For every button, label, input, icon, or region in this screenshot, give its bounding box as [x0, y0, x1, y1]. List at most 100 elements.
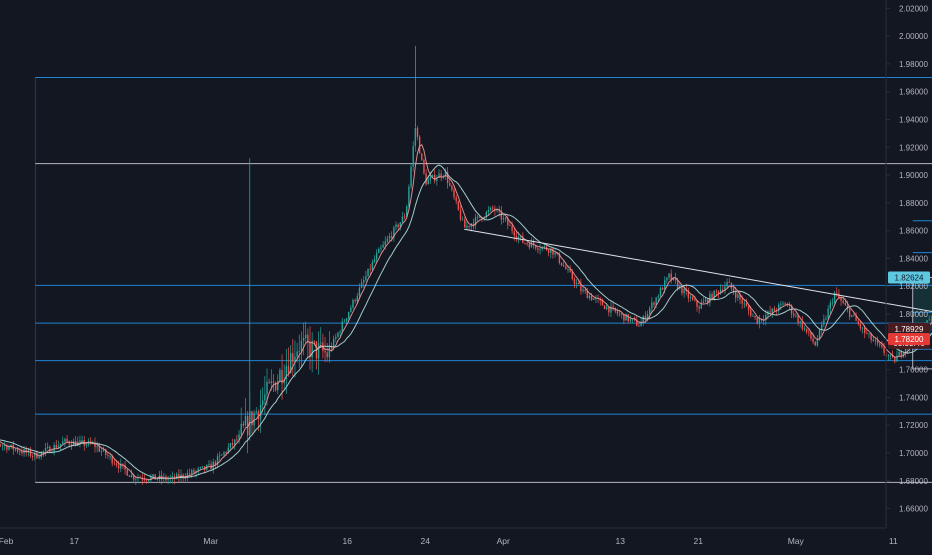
candle-body	[784, 303, 786, 305]
candle-body	[889, 355, 892, 356]
candle-body	[378, 248, 380, 254]
candle-body	[855, 315, 857, 321]
candle-body	[253, 412, 255, 426]
candle-body	[191, 470, 193, 475]
candle-body	[363, 280, 365, 283]
x-axis-tick-label: 13	[616, 536, 626, 546]
candle-body	[489, 207, 492, 211]
candle-body	[225, 452, 227, 453]
candle-body	[107, 454, 109, 457]
candle-body	[403, 216, 406, 218]
candle-body	[717, 291, 720, 294]
candle-body	[492, 207, 494, 209]
candle-body	[216, 456, 219, 465]
candle-body	[507, 219, 509, 226]
candle-body	[782, 303, 784, 305]
candle-body	[59, 443, 62, 446]
candle-body	[201, 466, 204, 468]
candle-body	[844, 302, 847, 306]
candle-body	[391, 236, 393, 238]
candle-body	[115, 463, 118, 466]
candle-body	[285, 366, 288, 379]
candle-body	[421, 153, 423, 160]
candle-body	[900, 351, 902, 356]
candle-body	[853, 315, 855, 316]
candle-body	[317, 343, 320, 359]
candle-body	[434, 174, 436, 181]
candle-body	[610, 306, 612, 313]
candle-body	[758, 318, 761, 324]
x-axis-tick-label: 21	[694, 536, 704, 546]
candle-body	[735, 292, 737, 298]
candle-body	[120, 463, 122, 469]
candle-body	[14, 449, 17, 450]
candle-body	[732, 288, 735, 293]
candle-body	[638, 325, 640, 327]
candle-body	[410, 166, 412, 187]
y-axis-tick-label: 1.90000	[899, 171, 928, 180]
candle-body	[21, 451, 23, 454]
trend-line[interactable]	[464, 228, 932, 332]
candle-body	[311, 340, 313, 358]
candle-body	[259, 404, 262, 420]
candle-body	[221, 454, 223, 456]
candle-body	[436, 177, 438, 181]
candle-body	[173, 476, 176, 479]
candle-body	[756, 317, 758, 324]
candle-body	[825, 318, 827, 320]
candle-body	[614, 307, 616, 312]
candle-body	[683, 288, 685, 294]
candle-body	[102, 449, 105, 451]
y-axis-tick-label: 1.72000	[899, 421, 928, 430]
candle-body	[593, 298, 595, 300]
candle-body	[477, 216, 479, 218]
candle-body	[238, 434, 240, 440]
target-zone-box[interactable]	[912, 277, 932, 334]
candle-body	[582, 289, 584, 292]
y-axis-tick-label: 2.02000	[899, 4, 928, 13]
candle-body	[874, 340, 877, 342]
candle-body	[580, 284, 582, 292]
candle-body	[350, 307, 352, 313]
y-axis-tick-label: 2.00000	[899, 32, 928, 41]
candle-body	[603, 305, 606, 310]
x-axis-tick-label: May	[788, 536, 805, 546]
candle-body	[199, 467, 202, 469]
candle-body	[292, 353, 294, 363]
candle-body	[590, 295, 593, 300]
candle-body	[769, 311, 771, 313]
candle-body	[197, 468, 199, 471]
candle-body	[840, 297, 842, 301]
candle-body	[872, 340, 874, 342]
candle-body	[861, 327, 864, 329]
candle-body	[879, 343, 881, 345]
y-axis-tick-label: 1.66000	[899, 505, 928, 514]
candle-body	[31, 456, 34, 457]
candle-body	[255, 411, 257, 413]
candle-body	[34, 452, 36, 457]
candle-body	[836, 292, 838, 294]
candle-body	[352, 299, 354, 308]
x-axis-tick-label: Feb	[0, 536, 14, 546]
candle-body	[481, 217, 483, 220]
candle-body	[358, 287, 361, 297]
candle-body	[270, 381, 272, 383]
price-tag-text: 1.82624	[895, 274, 924, 283]
candle-body	[343, 321, 346, 322]
candle-body	[857, 320, 859, 324]
candle-body	[113, 463, 116, 465]
candle-body	[930, 319, 932, 321]
candle-body	[4, 445, 6, 446]
y-axis-tick-label: 1.84000	[899, 254, 928, 263]
candle-body	[236, 439, 238, 441]
candle-body	[676, 280, 679, 289]
candle-body	[664, 280, 666, 290]
candle-body	[251, 411, 253, 426]
candle-body	[754, 315, 756, 318]
candle-body	[360, 282, 363, 288]
candle-body	[406, 206, 408, 218]
candle-body	[515, 235, 518, 239]
candle-body	[558, 253, 561, 263]
